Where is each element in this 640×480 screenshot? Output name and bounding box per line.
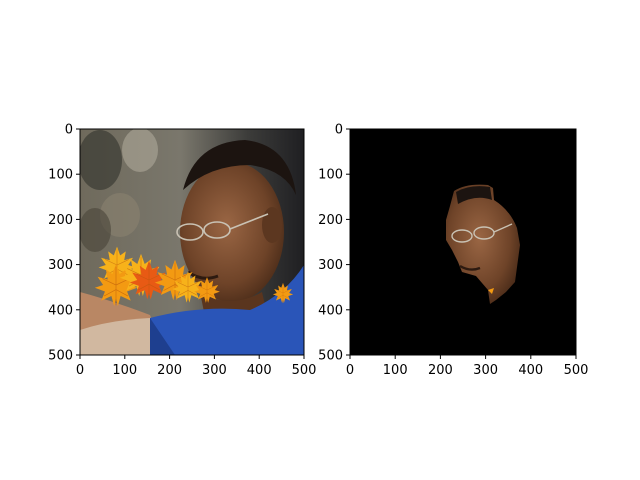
right-x-tick-label: 100	[383, 363, 408, 378]
right-x-tick-label: 400	[518, 363, 543, 378]
left-y-tick-label: 400	[48, 303, 73, 318]
right-x-tick-label: 0	[346, 363, 354, 378]
left-x-tick-label: 300	[202, 363, 227, 378]
right-y-tick-label: 100	[318, 168, 343, 183]
right-y-tick-label: 400	[318, 303, 343, 318]
right-y-tick-label: 0	[335, 123, 343, 138]
left-x-tick-label: 500	[292, 363, 317, 378]
left-y-ticks: 0 100 200 300 400 500	[48, 123, 80, 364]
left-y-tick-label: 200	[48, 213, 73, 228]
right-x-tick-label: 200	[428, 363, 453, 378]
left-x-ticks: 0 100 200 300 400 500	[76, 355, 317, 378]
right-y-tick-label: 300	[318, 258, 343, 273]
left-x-tick-label: 200	[157, 363, 182, 378]
left-x-tick-label: 400	[247, 363, 272, 378]
left-y-tick-label: 500	[48, 349, 73, 364]
left-x-tick-label: 100	[112, 363, 137, 378]
right-image-axes: 0 100 200 300 400 500 0 100 200 300 400 500	[318, 123, 588, 379]
right-axes-frame	[349, 128, 577, 356]
right-y-tick-label: 200	[318, 213, 343, 228]
right-y-ticks: 0 100 200 300 400 500	[318, 123, 350, 364]
left-photo	[80, 129, 304, 355]
left-y-tick-label: 0	[65, 123, 73, 138]
right-x-ticks: 0 100 200 300 400 500	[346, 355, 589, 378]
left-y-tick-label: 300	[48, 258, 73, 273]
right-photo	[350, 129, 576, 355]
left-y-tick-label: 100	[48, 168, 73, 183]
right-x-tick-label: 300	[473, 363, 498, 378]
left-image-axes: 0 100 200 300 400 500 0 100 200 300 400 500	[48, 123, 316, 379]
left-x-tick-label: 0	[76, 363, 84, 378]
left-axes-frame	[79, 128, 305, 356]
right-y-tick-label: 500	[318, 349, 343, 364]
right-x-tick-label: 500	[564, 363, 589, 378]
